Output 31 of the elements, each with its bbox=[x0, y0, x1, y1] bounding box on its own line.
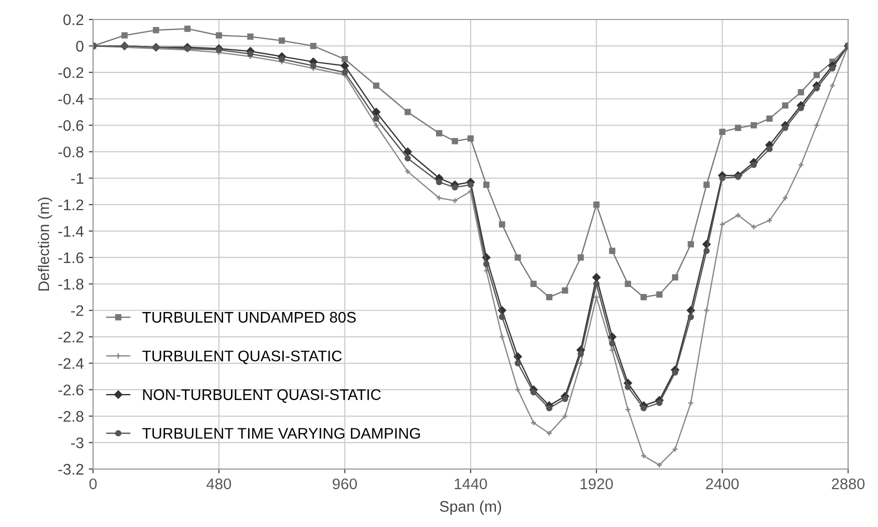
legend-label: TURBULENT QUASI-STATIC bbox=[142, 350, 342, 364]
y-tick-label: -2.6 bbox=[58, 384, 84, 396]
y-tick-label: -2.2 bbox=[58, 332, 84, 342]
x-tick-label: 2400 bbox=[706, 478, 739, 490]
x-tick-label: 1440 bbox=[454, 478, 488, 490]
y-tick-label: -1.4 bbox=[58, 226, 84, 237]
y-axis-title: Deflection (m) bbox=[38, 198, 52, 291]
y-tick-label: -1.8 bbox=[58, 278, 84, 290]
y-tick-label: -2 bbox=[71, 305, 84, 316]
y-tick-label: -0.4 bbox=[58, 94, 84, 105]
y-tick-label: -2.8 bbox=[58, 411, 84, 422]
y-tick-label: -0.2 bbox=[58, 67, 84, 78]
x-axis-title: Span (m) bbox=[440, 500, 502, 515]
legend-label: TURBULENT UNDAMPED 80S bbox=[142, 312, 356, 323]
x-tick-label: 1920 bbox=[580, 478, 613, 490]
y-tick-label: -2.4 bbox=[58, 358, 84, 369]
y-tick-label: -0.6 bbox=[58, 120, 84, 131]
x-tick-label: 0 bbox=[89, 478, 97, 490]
legend-label: NON-TURBULENT QUASI-STATIC bbox=[143, 389, 381, 403]
x-tick-label: 2880 bbox=[832, 478, 865, 490]
y-tick-label: 0.2 bbox=[63, 14, 84, 26]
y-tick-label: -3.2 bbox=[58, 464, 84, 475]
y-tick-label: -1 bbox=[71, 173, 84, 184]
y-tick-label: -3 bbox=[71, 437, 84, 448]
y-tick-label: 0 bbox=[76, 40, 84, 52]
x-tick-label: 480 bbox=[206, 478, 232, 490]
y-tick-label: -0.8 bbox=[58, 146, 84, 158]
legend-label: TURBULENT TIME VARYING DAMPING bbox=[142, 428, 420, 439]
y-tick-label: -1.6 bbox=[58, 252, 84, 264]
y-tick-label: -1.2 bbox=[58, 199, 84, 210]
x-tick-label: 960 bbox=[332, 478, 357, 490]
